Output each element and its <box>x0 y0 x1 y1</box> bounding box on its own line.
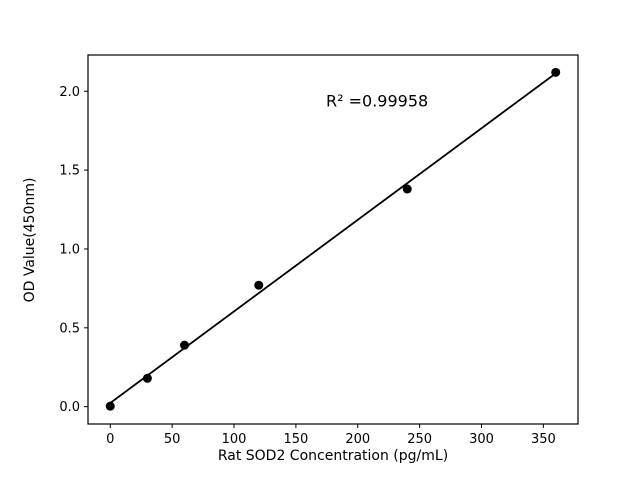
x-tick-label: 200 <box>345 432 370 447</box>
x-tick-label: 150 <box>283 432 308 447</box>
data-point <box>254 280 264 290</box>
y-tick-label: 0.5 <box>59 321 80 336</box>
axis-ticks: 0 50 100 150 200 250 300 350 0.0 0.5 1.0 1.5 2.0 <box>59 85 555 447</box>
x-tick-label: 250 <box>407 432 432 447</box>
data-series <box>105 67 561 411</box>
data-point <box>402 184 412 194</box>
x-tick-label: 0 <box>106 432 114 447</box>
data-point <box>105 401 115 411</box>
x-tick-label: 50 <box>164 432 181 447</box>
x-tick-label: 300 <box>469 432 494 447</box>
data-point <box>180 340 190 350</box>
y-tick-label: 2.0 <box>59 85 80 100</box>
data-point <box>142 373 152 383</box>
y-axis-label: OD Value(450nm) <box>22 178 38 303</box>
y-tick-label: 0.0 <box>59 400 80 415</box>
x-tick-label: 100 <box>222 432 247 447</box>
plot-area-border <box>87 54 579 425</box>
y-tick-label: 1.0 <box>59 242 80 257</box>
x-tick-label: 350 <box>531 432 556 447</box>
y-tick-label: 1.5 <box>59 164 80 179</box>
data-point <box>551 67 561 77</box>
fit-line <box>109 72 557 404</box>
x-axis-label: Rat SOD2 Concentration (pg/mL) <box>218 448 448 464</box>
r-squared-annotation: R² =0.99958 <box>326 92 428 111</box>
